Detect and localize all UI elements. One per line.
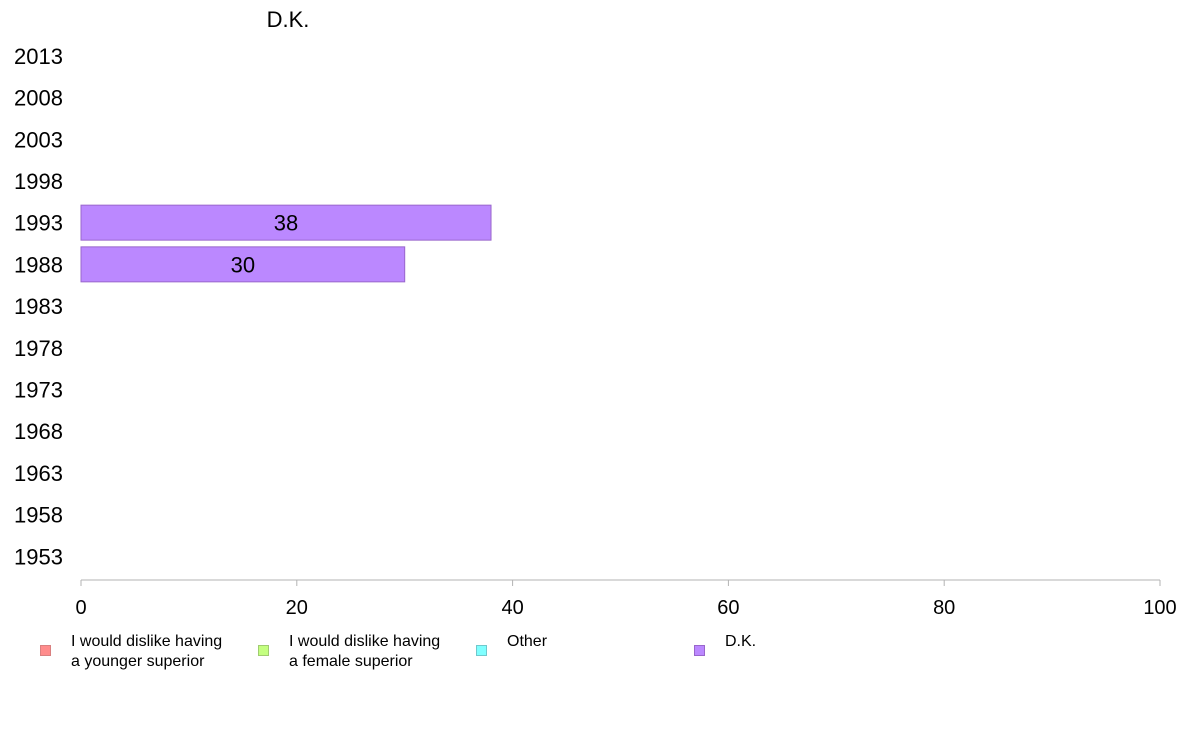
y-tick-label: 2003	[14, 127, 63, 152]
x-axis: 0 20 40 60 80 100	[75, 579, 1177, 619]
y-tick-label: 1973	[14, 377, 63, 402]
panel-title: D.K.	[267, 7, 310, 32]
y-tick-label: 1993	[14, 211, 63, 236]
legend-item-younger-superior: I would dislike having a younger superior	[40, 632, 251, 672]
legend-label: D.K.	[725, 633, 757, 650]
bars: 38 30	[80, 204, 492, 283]
y-tick-label: 1998	[14, 169, 63, 194]
bar-value-label: 30	[231, 252, 255, 277]
bar	[80, 246, 406, 283]
legend-swatch	[40, 645, 51, 656]
x-tick-label: 80	[933, 597, 955, 619]
y-axis-labels: 2013 2008 2003 1998 1993 1988 1983 1978 1973 1968…	[14, 44, 63, 569]
legend-item-other: Other	[476, 632, 687, 656]
x-tick-label: 100	[1143, 597, 1176, 619]
bar-value-label: 38	[274, 211, 298, 236]
y-tick-label: 1978	[14, 336, 63, 361]
legend-swatch	[258, 645, 269, 656]
y-tick-label: 1963	[14, 461, 63, 486]
y-tick-label: 1953	[14, 544, 63, 569]
legend-label: Other	[507, 633, 548, 650]
y-tick-label: 1988	[14, 252, 63, 277]
x-tick-label: 0	[75, 597, 86, 619]
y-tick-label: 1983	[14, 294, 63, 319]
legend-item-dk: D.K.	[694, 632, 905, 656]
y-tick-label: 1968	[14, 419, 63, 444]
x-tick-label: 40	[501, 597, 523, 619]
y-tick-label: 2008	[14, 86, 63, 111]
bar	[80, 204, 492, 241]
y-tick-label: 1958	[14, 503, 63, 528]
x-tick-label: 60	[717, 597, 739, 619]
legend-swatch	[694, 645, 705, 656]
x-tick-label: 20	[286, 597, 308, 619]
legend-label: I would dislike having a younger superior	[71, 633, 223, 670]
legend: I would dislike having a younger superior…	[40, 632, 1140, 680]
legend-label: I would dislike having a female superior	[289, 633, 441, 670]
chart-canvas: D.K. 2013 2008 2003 1998 1993 1988 1983 1978 197…	[14, 7, 1177, 619]
legend-item-female-superior: I would dislike having a female superior	[258, 632, 469, 672]
y-tick-label: 2013	[14, 44, 63, 69]
legend-swatch	[476, 645, 487, 656]
